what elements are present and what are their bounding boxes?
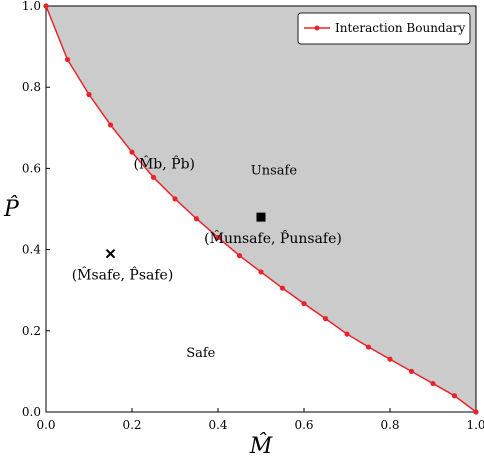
boundary-point — [107, 122, 114, 128]
legend-marker — [314, 25, 320, 31]
legend-box — [297, 12, 471, 45]
unsafe-point — [256, 212, 266, 222]
boundary-point — [172, 196, 178, 202]
boundary-point — [129, 149, 135, 155]
x-tick-label: 0.0 — [36, 418, 55, 432]
boundary-point — [430, 380, 436, 387]
y-axis-title: P̂ — [3, 196, 20, 222]
boundary-point — [258, 269, 264, 275]
boundary-point — [43, 3, 49, 9]
unsafe-point-label: (M̂unsafe, P̂unsafe) — [204, 230, 342, 248]
boundary-point — [64, 56, 71, 63]
y-tick-label: 0.4 — [22, 243, 41, 257]
y-tick-label: 0.8 — [22, 80, 41, 94]
legend: Interaction Boundary — [297, 12, 471, 45]
safe-label: Safe — [186, 346, 215, 361]
boundary-point-label: (M̂b, P̂b) — [133, 155, 195, 173]
safe-point-label: (M̂safe, P̂safe) — [72, 266, 174, 284]
svg-text:M̂: M̂ — [249, 433, 273, 459]
y-tick-label: 1.0 — [22, 0, 41, 13]
boundary-point — [408, 368, 415, 374]
boundary-point — [387, 356, 393, 362]
x-tick-label: 0.2 — [122, 418, 141, 432]
boundary-point — [451, 393, 458, 399]
svg-text:P̂: P̂ — [3, 196, 20, 222]
y-tick-label: 0.6 — [22, 161, 41, 175]
x-axis-title: M̂ — [249, 433, 273, 459]
boundary-point — [322, 316, 329, 322]
unsafe-label: Unsafe — [251, 163, 298, 178]
boundary-point — [365, 344, 372, 350]
x-tick-label: 0.4 — [208, 418, 227, 432]
safe-point — [105, 248, 116, 259]
boundary-point — [236, 253, 243, 259]
boundary-point — [150, 174, 157, 180]
x-tick-label: 0.8 — [380, 418, 399, 432]
boundary-point — [301, 300, 307, 307]
plot-frame — [45, 5, 477, 413]
legend-label: Interaction Boundary — [335, 21, 466, 35]
boundary-point — [473, 409, 479, 415]
y-tick-label: 0.0 — [22, 405, 41, 419]
boundary-point — [344, 331, 350, 337]
y-tick-label: 0.2 — [22, 324, 41, 338]
boundary-point — [86, 91, 92, 98]
boundary-point — [215, 234, 221, 241]
x-tick-label: 1.0 — [466, 418, 484, 432]
boundary-point — [193, 216, 200, 222]
unsafe-region — [46, 6, 476, 412]
x-tick-label: 0.6 — [294, 418, 313, 432]
boundary-point — [279, 285, 286, 291]
